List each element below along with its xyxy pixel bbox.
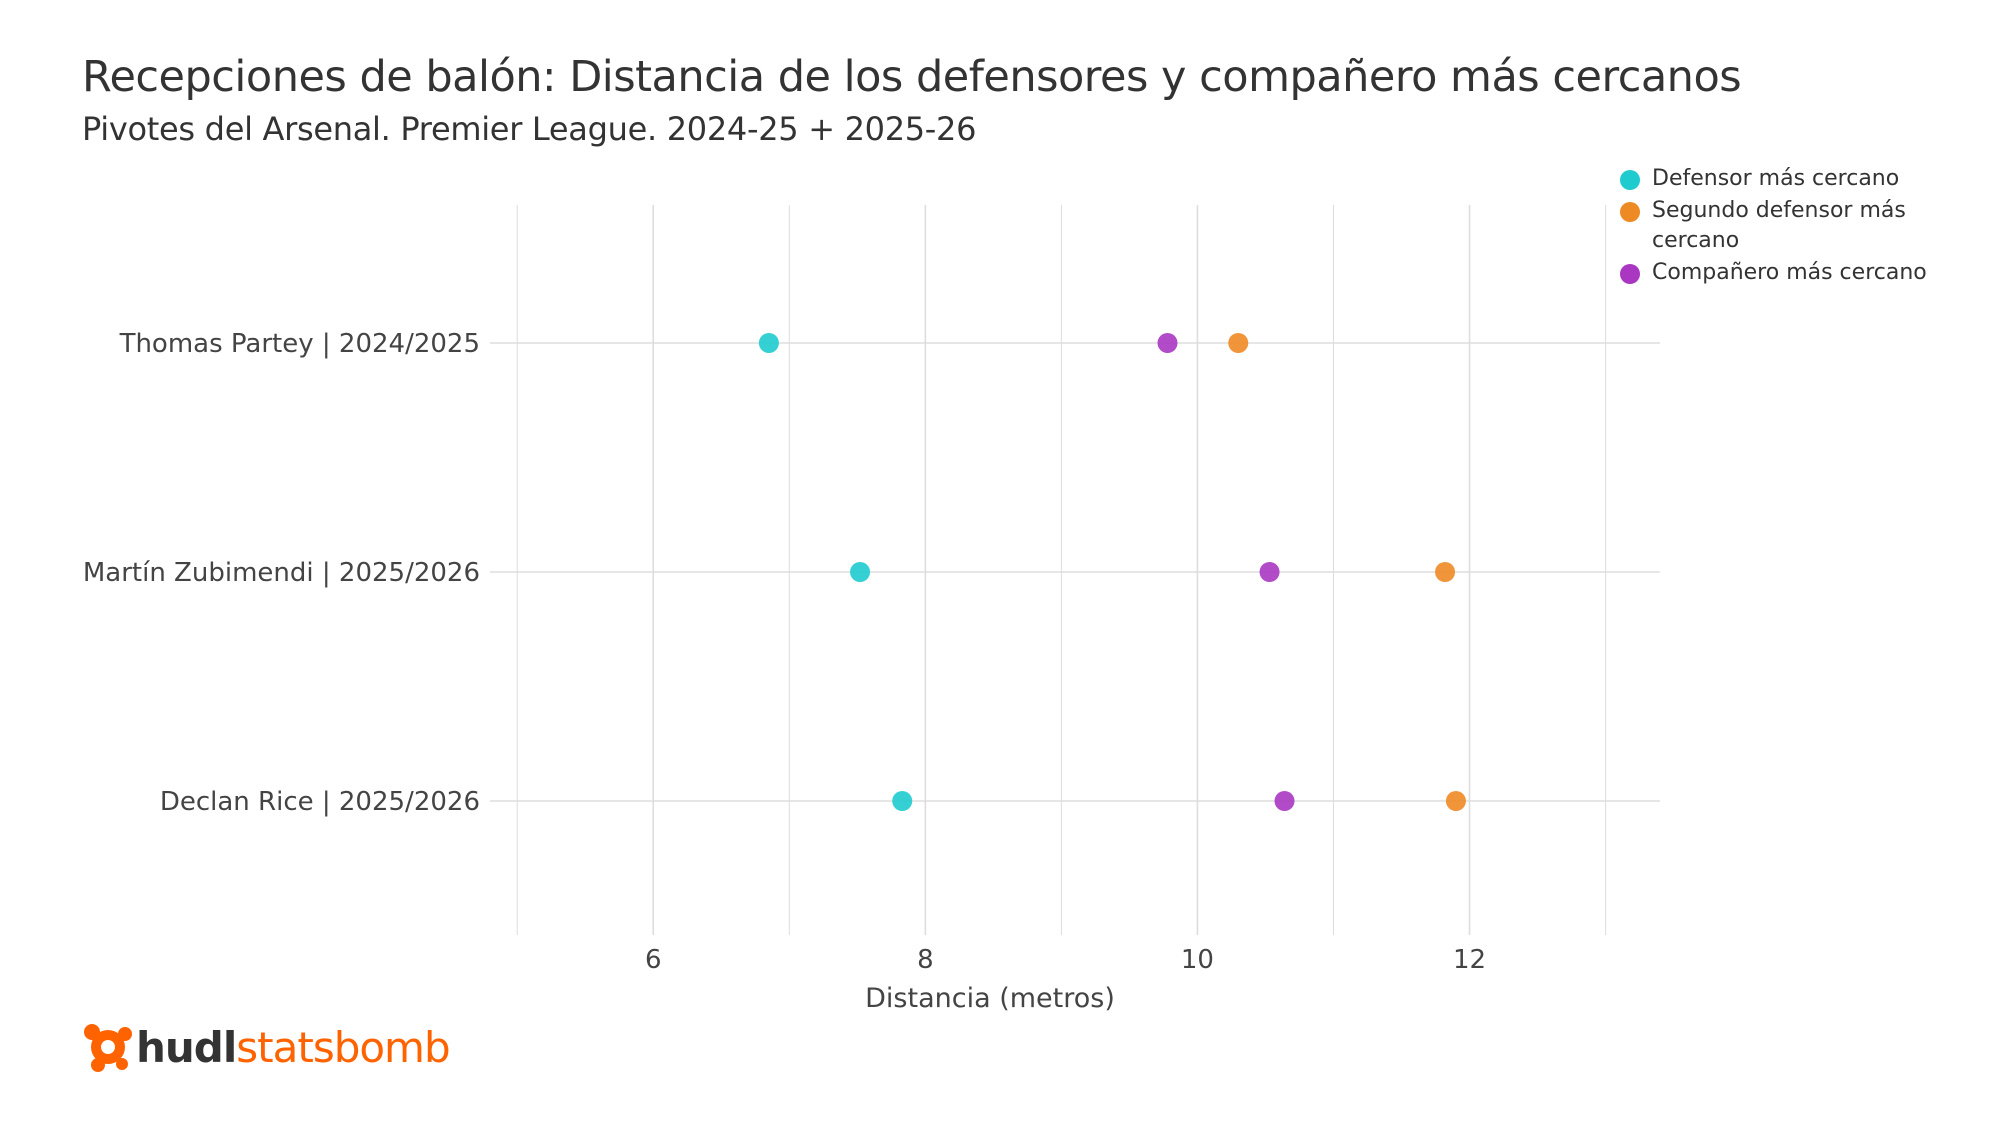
legend-item-companero: Compañero más cercano — [1620, 258, 1960, 288]
point-series1-row0 — [1228, 333, 1249, 353]
point-series2-row2 — [1274, 791, 1295, 811]
hudl-statsbomb-logo: hudlstatsbomb — [80, 1020, 451, 1074]
chart-subtitle: Pivotes del Arsenal. Premier League. 202… — [82, 110, 977, 148]
point-series0-row1 — [850, 562, 871, 582]
point-series1-row1 — [1435, 562, 1456, 582]
point-series2-row0 — [1157, 333, 1178, 353]
horizontal-gridlines — [490, 342, 1660, 802]
x-tick-label: 10 — [1181, 945, 1214, 975]
legend-dot-segundo-defensor — [1620, 202, 1640, 222]
point-series1-row2 — [1445, 791, 1466, 811]
legend: Defensor más cercano Segundo defensor má… — [1620, 164, 1960, 290]
x-axis-label: Distancia (metros) — [865, 983, 1115, 1014]
point-series0-row0 — [758, 333, 779, 353]
legend-dot-companero — [1620, 264, 1640, 284]
y-tick-label: Thomas Partey | 2024/2025 — [119, 329, 480, 359]
legend-dot-defensor — [1620, 170, 1640, 190]
point-series2-row1 — [1259, 562, 1280, 582]
data-points — [758, 333, 1466, 811]
y-tick-label: Martín Zubimendi | 2025/2026 — [83, 558, 480, 588]
chart-title: Recepciones de balón: Distancia de los d… — [82, 52, 1742, 102]
legend-item-defensor: Defensor más cercano — [1620, 164, 1960, 194]
statsbomb-logo-icon — [84, 1024, 132, 1072]
legend-label: Segundo defensor más cercano — [1652, 198, 1906, 253]
x-tick-label: 8 — [917, 945, 934, 975]
legend-label: Compañero más cercano — [1652, 260, 1927, 285]
y-category-labels: Thomas Partey | 2024/2025 Martín Zubimend… — [83, 329, 480, 817]
x-tick-label: 12 — [1453, 945, 1486, 975]
legend-item-segundo-defensor: Segundo defensor más cercano — [1620, 196, 1960, 256]
vertical-gridlines — [516, 205, 1607, 935]
x-tick-label: 6 — [645, 945, 662, 975]
logo-wordmark: hudlstatsbomb — [136, 1022, 451, 1072]
x-tick-labels: 6 8 10 12 — [645, 945, 1486, 975]
y-tick-label: Declan Rice | 2025/2026 — [160, 787, 480, 817]
legend-label: Defensor más cercano — [1652, 166, 1900, 191]
point-series0-row2 — [892, 791, 913, 811]
